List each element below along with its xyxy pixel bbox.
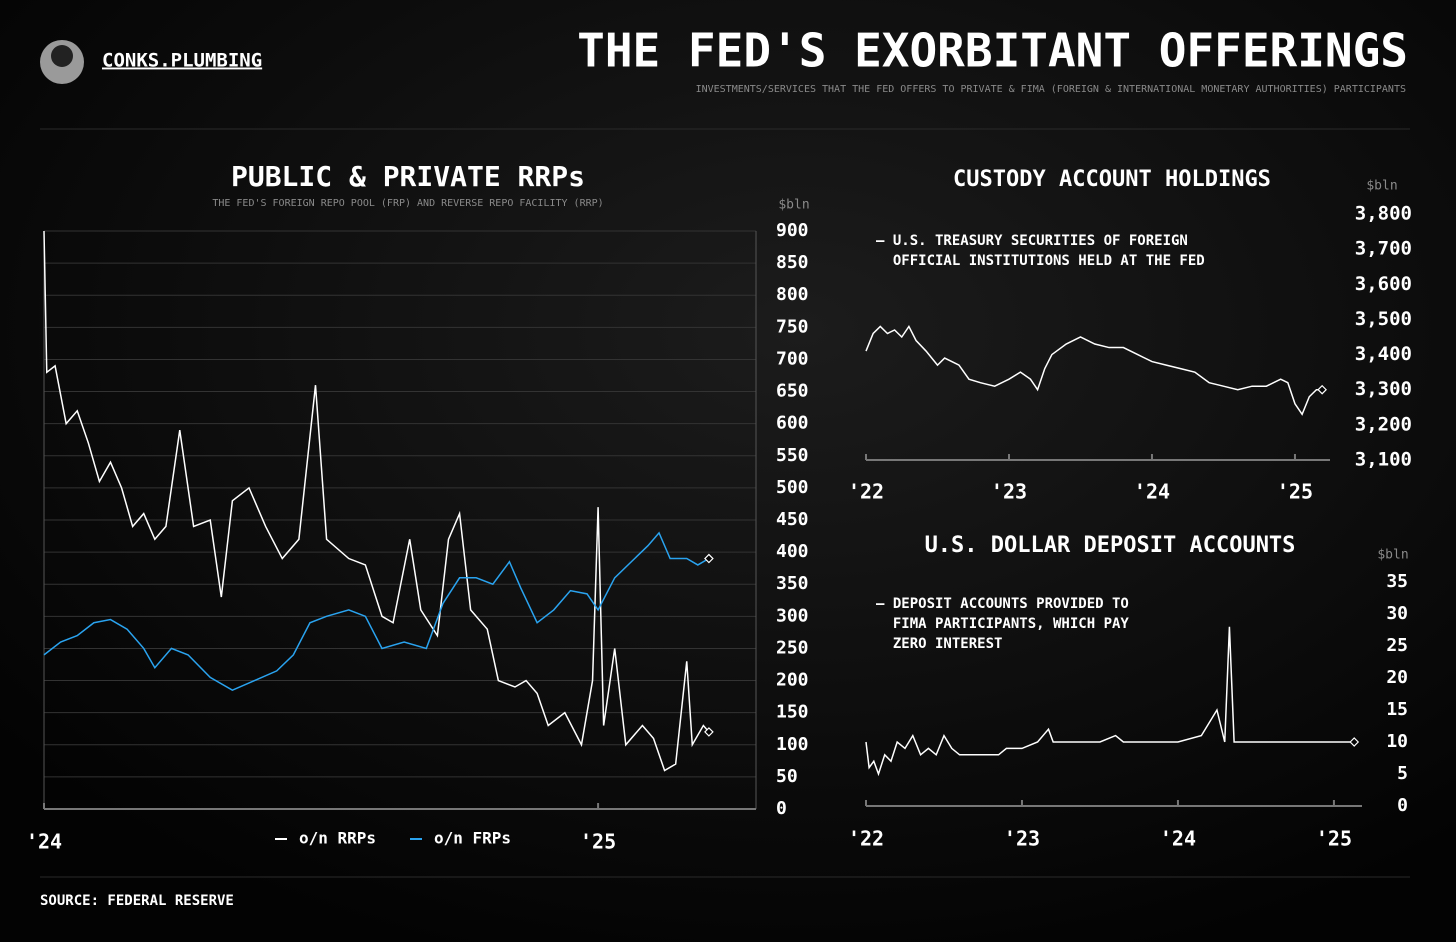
y-tick-label: 3,300 — [1355, 378, 1412, 400]
y-tick-label: 350 — [776, 573, 809, 594]
y-tick-label: 5 — [1397, 763, 1408, 784]
y-tick-label: 3,800 — [1355, 203, 1412, 225]
annotation: — DEPOSIT ACCOUNTS PROVIDED TO — [876, 596, 1129, 612]
y-tick-label: 0 — [776, 798, 787, 819]
x-tick-label: '25 — [1316, 827, 1352, 851]
y-tick-label: 200 — [776, 670, 809, 691]
x-tick-label: '23 — [1004, 827, 1040, 851]
legend-label: o/n FRPs — [434, 829, 511, 848]
y-tick-label: 15 — [1386, 699, 1408, 720]
end-marker — [1349, 737, 1360, 747]
x-tick-label: '22 — [848, 480, 884, 504]
end-marker — [704, 727, 714, 737]
y-tick-label: 3,700 — [1355, 238, 1412, 260]
y-tick-label: 550 — [776, 445, 809, 466]
y-tick-label: 3,200 — [1355, 413, 1412, 435]
page-subtitle: INVESTMENTS/SERVICES THAT THE FED OFFERS… — [696, 84, 1406, 95]
line — [43, 531, 710, 692]
y-tick-label: 150 — [776, 702, 809, 723]
y-tick-label: 850 — [776, 252, 809, 273]
x-tick-label: '24 — [1160, 827, 1196, 851]
y-tick-label: 400 — [776, 541, 809, 562]
y-tick-label: 30 — [1386, 603, 1408, 624]
annotation: — U.S. TREASURY SECURITIES OF FOREIGN — [876, 233, 1188, 249]
x-tick-label: '24 — [26, 830, 62, 854]
line — [43, 230, 710, 772]
page-title: THE FED'S EXORBITANT OFFERINGS — [577, 24, 1408, 78]
chart-title: PUBLIC & PRIVATE RRPs — [231, 160, 585, 193]
legend-label: o/n RRPs — [299, 829, 376, 848]
x-tick-label: '23 — [991, 480, 1027, 504]
annotation: OFFICIAL INSTITUTIONS HELD AT THE FED — [876, 253, 1205, 269]
y-tick-label: 300 — [776, 605, 809, 626]
end-marker — [1317, 384, 1327, 395]
y-tick-label: 0 — [1397, 795, 1408, 816]
y-tick-label: 100 — [776, 734, 809, 755]
y-unit: $bln — [778, 198, 809, 213]
y-tick-label: 700 — [776, 348, 809, 369]
y-tick-label: 35 — [1386, 571, 1408, 592]
y-tick-label: 450 — [776, 509, 809, 530]
y-tick-label: 25 — [1386, 635, 1408, 656]
brand: CONKS.PLUMBING — [102, 50, 262, 72]
chart-subtitle: THE FED'S FOREIGN REPO POOL (FRP) AND RE… — [212, 198, 603, 209]
y-unit: $bln — [1366, 179, 1397, 194]
y-tick-label: 900 — [776, 220, 809, 241]
chart-title: CUSTODY ACCOUNT HOLDINGS — [953, 167, 1271, 192]
x-tick-label: '22 — [848, 827, 884, 851]
y-tick-label: 3,400 — [1355, 343, 1412, 365]
x-tick-label: '25 — [1277, 480, 1313, 504]
source: SOURCE: FEDERAL RESERVE — [40, 893, 234, 909]
y-unit: $bln — [1377, 548, 1408, 563]
y-tick-label: 10 — [1386, 731, 1408, 752]
annotation: ZERO INTEREST — [876, 636, 1002, 652]
y-tick-label: 3,100 — [1355, 449, 1412, 471]
y-tick-label: 50 — [776, 766, 798, 787]
y-tick-label: 650 — [776, 381, 809, 402]
line — [865, 324, 1323, 416]
x-tick-label: '24 — [1134, 480, 1170, 504]
y-tick-label: 750 — [776, 316, 809, 337]
avatar-head — [51, 45, 73, 67]
line — [865, 626, 1355, 777]
y-tick-label: 800 — [776, 284, 809, 305]
y-tick-label: 250 — [776, 637, 809, 658]
y-tick-label: 20 — [1386, 667, 1408, 688]
x-tick-label: '25 — [580, 830, 616, 854]
y-tick-label: 500 — [776, 477, 809, 498]
annotation: FIMA PARTICIPANTS, WHICH PAY — [876, 616, 1129, 632]
y-tick-label: 3,500 — [1355, 308, 1412, 330]
y-tick-label: 600 — [776, 413, 809, 434]
y-tick-label: 3,600 — [1355, 273, 1412, 295]
end-marker — [704, 553, 714, 564]
chart-title: U.S. DOLLAR DEPOSIT ACCOUNTS — [925, 533, 1296, 558]
